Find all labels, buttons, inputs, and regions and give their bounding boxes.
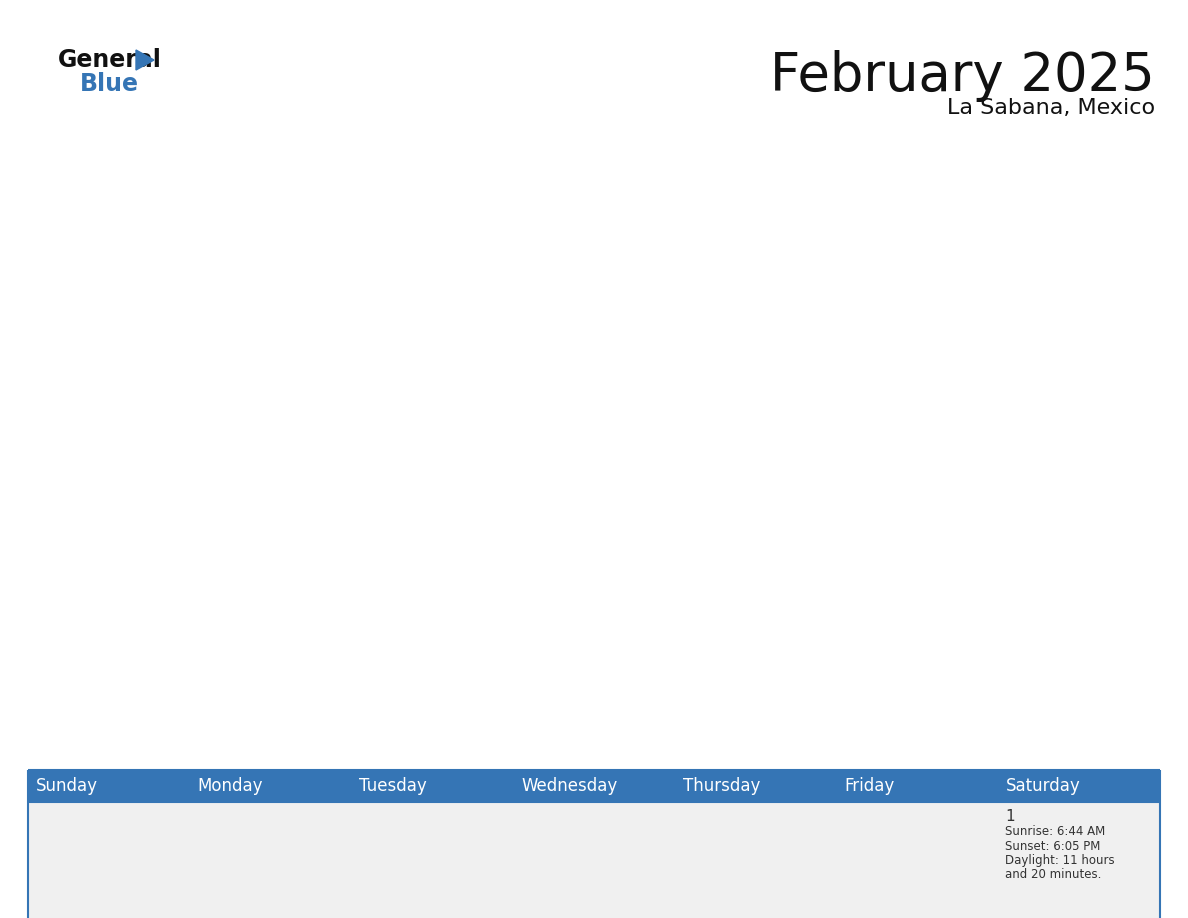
Text: 1: 1 — [1005, 809, 1015, 824]
Bar — [675, 802, 836, 918]
Text: and 20 minutes.: and 20 minutes. — [1005, 868, 1101, 881]
Bar — [998, 802, 1159, 918]
Text: February 2025: February 2025 — [770, 50, 1155, 102]
Bar — [29, 770, 190, 802]
Bar — [513, 770, 675, 802]
Bar — [352, 802, 513, 918]
Bar — [675, 770, 836, 802]
Bar — [190, 802, 352, 918]
Text: Daylight: 11 hours: Daylight: 11 hours — [1005, 854, 1114, 867]
Text: Sunday: Sunday — [36, 777, 97, 795]
Bar — [352, 770, 513, 802]
Text: Friday: Friday — [845, 777, 895, 795]
Text: Thursday: Thursday — [683, 777, 760, 795]
Text: General: General — [58, 48, 162, 72]
Text: Wednesday: Wednesday — [522, 777, 618, 795]
Bar — [29, 802, 190, 918]
Text: Blue: Blue — [80, 72, 139, 96]
Bar — [836, 802, 998, 918]
Text: Saturday: Saturday — [1006, 777, 1081, 795]
Polygon shape — [135, 50, 154, 70]
Bar — [190, 770, 352, 802]
Text: Sunset: 6:05 PM: Sunset: 6:05 PM — [1005, 839, 1100, 853]
Bar — [836, 770, 998, 802]
Bar — [513, 802, 675, 918]
Text: Tuesday: Tuesday — [360, 777, 428, 795]
Text: La Sabana, Mexico: La Sabana, Mexico — [947, 98, 1155, 118]
Bar — [998, 770, 1159, 802]
Text: Monday: Monday — [197, 777, 264, 795]
Text: Sunrise: 6:44 AM: Sunrise: 6:44 AM — [1005, 825, 1106, 838]
